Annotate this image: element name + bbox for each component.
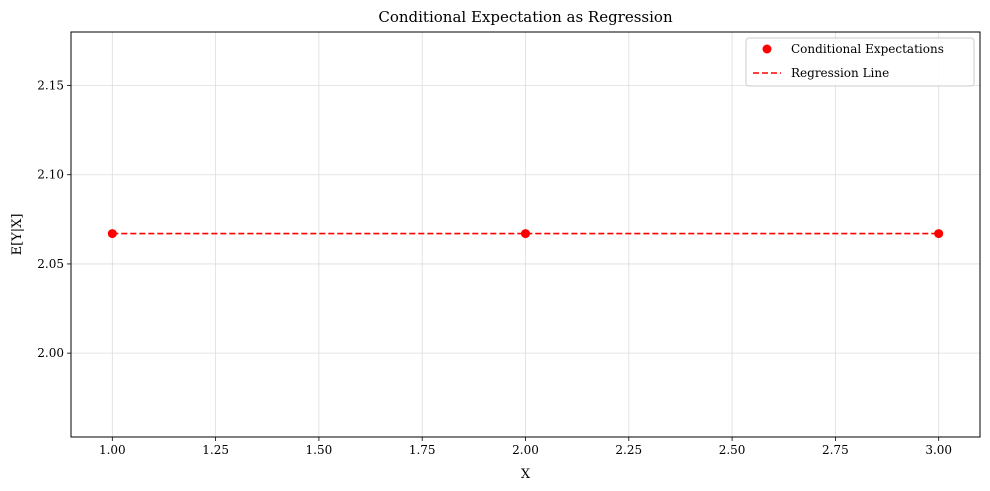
x-tick-label: 1.25 xyxy=(202,443,229,457)
data-point xyxy=(934,229,944,239)
x-tick-label: 2.00 xyxy=(512,443,539,457)
y-tick-label: 2.10 xyxy=(37,168,64,182)
x-tick-label: 1.50 xyxy=(306,443,333,457)
data-point xyxy=(521,229,530,239)
data-point xyxy=(107,229,117,239)
x-tick-label: 1.75 xyxy=(409,443,436,457)
axis-ticks: 1.00 1.25 1.50 1.75 2.00 2.25 2.50 2.75 3.00 2.00… xyxy=(37,79,952,457)
legend-label: Regression Line xyxy=(791,66,889,80)
data-layer xyxy=(107,229,944,239)
x-axis-label: X xyxy=(521,467,531,482)
legend-marker xyxy=(762,44,772,54)
legend: Conditional Expectations Regression Line xyxy=(745,37,975,87)
y-tick-label: 2.15 xyxy=(37,79,64,93)
x-tick-label: 2.50 xyxy=(719,443,746,457)
x-tick-label: 1.00 xyxy=(99,443,126,457)
y-axis-label: E[Y|X] xyxy=(10,214,25,256)
x-tick-label: 2.25 xyxy=(615,443,642,457)
x-tick-label: 2.75 xyxy=(822,443,849,457)
legend-box xyxy=(745,37,975,87)
x-tick-label: 3.00 xyxy=(925,443,952,457)
y-tick-label: 2.00 xyxy=(37,346,64,360)
legend-label: Conditional Expectations xyxy=(791,42,944,56)
chart-title: Conditional Expectation as Regression xyxy=(378,8,673,26)
y-tick-label: 2.05 xyxy=(37,257,64,271)
